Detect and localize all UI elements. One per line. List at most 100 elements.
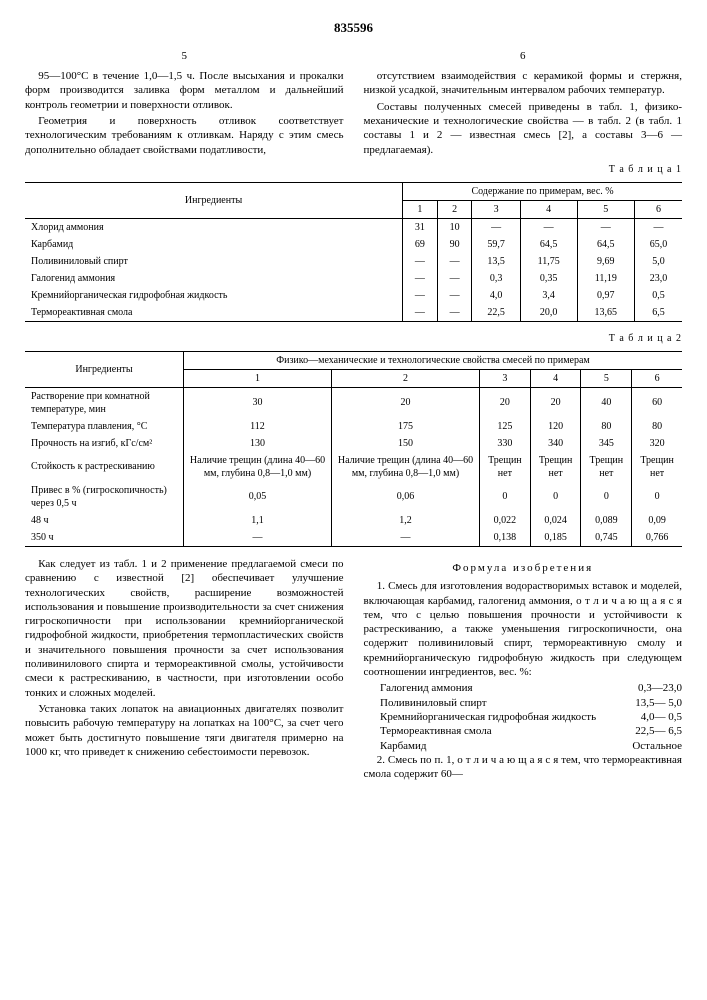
t2-cell: 0,024 xyxy=(530,512,581,529)
t1-cell: 23,0 xyxy=(635,270,682,287)
t1-cell: — xyxy=(403,270,438,287)
table-row: Галогенид аммония——0,30,3511,1923,0 xyxy=(25,270,682,287)
t2-col-5: 5 xyxy=(581,369,632,387)
t2-cell: 20 xyxy=(480,387,531,418)
t1-cell: 4,0 xyxy=(472,287,520,304)
t1-cell: 64,5 xyxy=(520,236,577,253)
page-number-right: 6 xyxy=(364,49,683,63)
t2-ingredient-name: Температура плавления, °С xyxy=(25,418,184,435)
t1-cell: 0,97 xyxy=(577,287,634,304)
t1-ingredient-name: Хлорид аммония xyxy=(25,218,403,236)
t2-cell: — xyxy=(184,529,332,547)
t1-cell: 11,19 xyxy=(577,270,634,287)
ingredient-row: Кремнийорганическая гидрофобная жидкость… xyxy=(380,710,682,724)
t2-header-ingredients: Ингредиенты xyxy=(25,351,184,387)
ingredient-row: Поливиниловый спирт13,5— 5,0 xyxy=(380,696,682,710)
claim-2: 2. Смесь по п. 1, о т л и ч а ю щ а я с … xyxy=(364,753,683,782)
t1-cell: 9,69 xyxy=(577,253,634,270)
table-2: Ингредиенты Физико—механические и технол… xyxy=(25,351,682,547)
t2-header-content: Физико—механические и технологические св… xyxy=(184,351,683,369)
ingredient-row: Карбамид Остальное xyxy=(380,739,682,753)
t2-cell: Трещин нет xyxy=(581,452,632,482)
t2-cell: 120 xyxy=(530,418,581,435)
bottom-right-column: Формула изобретения 1. Смесь для изготов… xyxy=(364,557,683,783)
t1-col-4: 4 xyxy=(520,200,577,218)
table-row: Поливиниловый спирт——13,511,759,695,0 xyxy=(25,253,682,270)
bottom-left-para-1: Как следует из табл. 1 и 2 применение пр… xyxy=(25,557,344,700)
t2-cell: Наличие трещин (длина 40—60 мм, глубина … xyxy=(184,452,332,482)
t2-cell: 345 xyxy=(581,435,632,452)
top-left-para-1: 95—100°С в течение 1,0—1,5 ч. После высы… xyxy=(25,69,344,112)
ingredient-range: 4,0— 0,5 xyxy=(641,710,682,724)
t1-ingredient-name: Кремнийорганическая гидрофобная жидкость xyxy=(25,287,403,304)
t1-cell: — xyxy=(520,218,577,236)
table-row: Температура плавления, °С112175125120808… xyxy=(25,418,682,435)
t1-cell: 64,5 xyxy=(577,236,634,253)
t2-cell: 0 xyxy=(530,482,581,512)
t1-cell: — xyxy=(403,287,438,304)
table-row: Растворение при комнатной температуре, м… xyxy=(25,387,682,418)
ingredient-list: Галогенид аммония0,3—23,0Поливиниловый с… xyxy=(380,681,682,752)
table-row: Кремнийорганическая гидрофобная жидкость… xyxy=(25,287,682,304)
t2-cell: 40 xyxy=(581,387,632,418)
t1-cell: 0,3 xyxy=(472,270,520,287)
formula-title: Формула изобретения xyxy=(364,561,683,575)
table-1: Ингредиенты Содержание по примерам, вес.… xyxy=(25,182,682,322)
table-1-label: Т а б л и ц а 1 xyxy=(25,163,682,176)
t2-cell: 1,2 xyxy=(332,512,480,529)
t2-ingredient-name: Растворение при комнатной температуре, м… xyxy=(25,387,184,418)
t2-ingredient-name: Стойкость к растрескиванию xyxy=(25,452,184,482)
t2-col-1: 1 xyxy=(184,369,332,387)
t2-cell: 60 xyxy=(632,387,682,418)
t2-cell: 125 xyxy=(480,418,531,435)
t1-cell: — xyxy=(403,304,438,322)
bottom-left-para-2: Установка таких лопаток на авиационных д… xyxy=(25,702,344,759)
t1-col-5: 5 xyxy=(577,200,634,218)
t2-cell: 330 xyxy=(480,435,531,452)
t1-cell: 13,65 xyxy=(577,304,634,322)
table-row: Прочность на изгиб, кГс/см²1301503303403… xyxy=(25,435,682,452)
t1-ingredient-name: Карбамид xyxy=(25,236,403,253)
table-row: 48 ч1,11,20,0220,0240,0890,09 xyxy=(25,512,682,529)
t1-cell: 0,35 xyxy=(520,270,577,287)
t2-ingredient-name: 350 ч xyxy=(25,529,184,547)
t2-cell: 130 xyxy=(184,435,332,452)
t2-cell: 0 xyxy=(480,482,531,512)
t1-cell: 13,5 xyxy=(472,253,520,270)
t2-cell: 0,185 xyxy=(530,529,581,547)
ingredient-name: Карбамид xyxy=(380,739,427,753)
top-right-column: 6 отсутствием взаимодействия с керамикой… xyxy=(364,49,683,159)
t1-cell: — xyxy=(635,218,682,236)
table-row: Карбамид699059,764,564,565,0 xyxy=(25,236,682,253)
t1-cell: — xyxy=(437,287,472,304)
t2-col-6: 6 xyxy=(632,369,682,387)
t1-cell: — xyxy=(472,218,520,236)
t1-cell: — xyxy=(437,253,472,270)
t1-cell: 3,4 xyxy=(520,287,577,304)
t2-cell: 20 xyxy=(332,387,480,418)
page-number-left: 5 xyxy=(25,49,344,63)
t1-cell: — xyxy=(403,253,438,270)
t2-cell: 340 xyxy=(530,435,581,452)
top-right-para-2: Составы полученных смесей приведены в та… xyxy=(364,100,683,157)
t1-cell: 0,5 xyxy=(635,287,682,304)
t1-cell: — xyxy=(577,218,634,236)
t2-cell: 0 xyxy=(581,482,632,512)
t1-header-content: Содержание по примерам, вес. % xyxy=(403,182,682,200)
t2-cell: 0,766 xyxy=(632,529,682,547)
t1-col-6: 6 xyxy=(635,200,682,218)
t1-col-2: 2 xyxy=(437,200,472,218)
t2-col-2: 2 xyxy=(332,369,480,387)
table-row: Привес в % (гигроскопичность) через 0,5 … xyxy=(25,482,682,512)
bottom-columns: Как следует из табл. 1 и 2 применение пр… xyxy=(25,557,682,783)
ingredient-name: Кремнийорганическая гидрофобная жидкость xyxy=(380,710,596,724)
ingredient-name: Галогенид аммония xyxy=(380,681,473,695)
t1-cell: — xyxy=(437,304,472,322)
ingredient-range: Остальное xyxy=(632,739,682,753)
t2-cell: 175 xyxy=(332,418,480,435)
t1-cell: 6,5 xyxy=(635,304,682,322)
t1-ingredient-name: Термореактивная смола xyxy=(25,304,403,322)
t2-cell: 80 xyxy=(632,418,682,435)
table-row: Термореактивная смола——22,520,013,656,5 xyxy=(25,304,682,322)
t2-cell: 0,745 xyxy=(581,529,632,547)
